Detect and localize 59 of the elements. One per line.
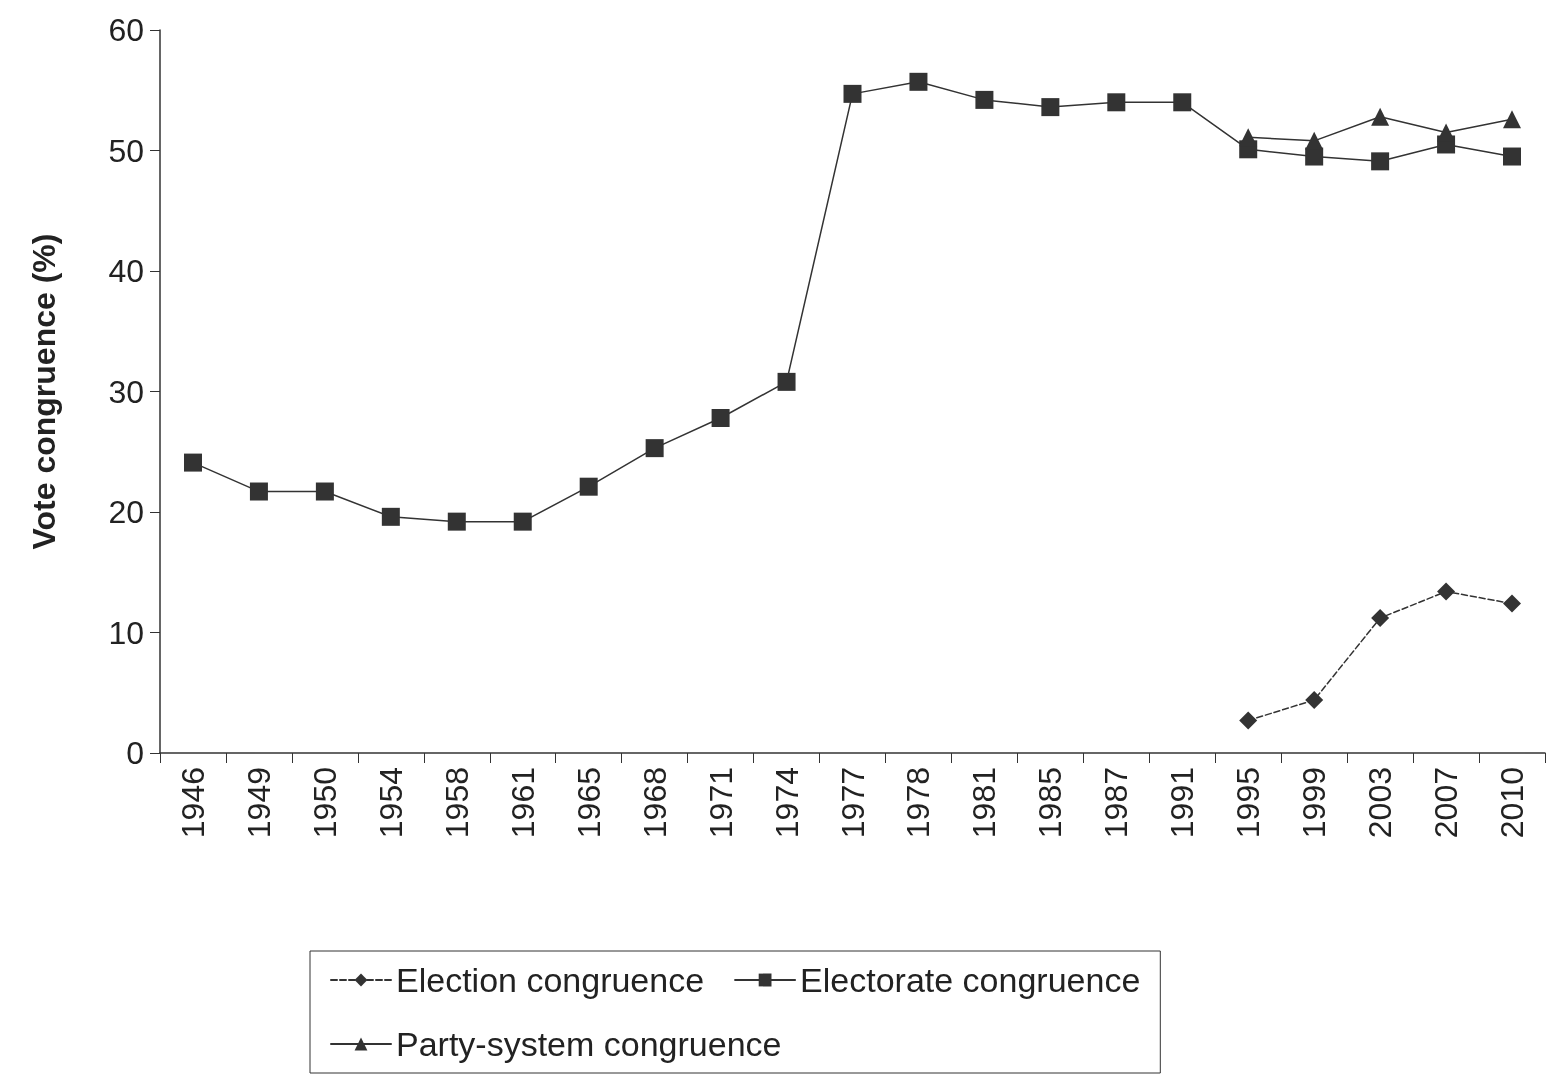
x-tick-label: 1968: [636, 767, 673, 839]
y-tick-label: 20: [108, 494, 144, 530]
point: [711, 409, 730, 428]
point: [579, 477, 598, 496]
point: [183, 453, 202, 472]
point: [1239, 128, 1258, 147]
x-tick-label: 1985: [1032, 767, 1069, 839]
x-tick-label: 2010: [1494, 767, 1531, 839]
point: [249, 482, 268, 501]
x-tick-label: 1961: [504, 767, 541, 839]
point: [1503, 147, 1522, 166]
point: [1371, 152, 1390, 171]
legend-label: Electorate congruence: [800, 961, 1141, 999]
point: [1173, 93, 1192, 112]
point: [1503, 594, 1522, 613]
point: [1371, 107, 1390, 126]
point: [843, 84, 862, 103]
point: [975, 90, 994, 109]
point: [909, 72, 928, 91]
point: [777, 372, 796, 391]
point: [1305, 690, 1324, 709]
x-tick-label: 1958: [438, 767, 475, 839]
point: [1305, 131, 1324, 150]
point: [447, 512, 466, 531]
legend-label: Party-system congruence: [396, 1025, 782, 1063]
y-tick-label: 30: [108, 373, 144, 410]
point: [315, 482, 334, 501]
x-tick-label: 1995: [1230, 767, 1267, 839]
y-tick-label: 40: [108, 253, 144, 289]
point: [381, 507, 400, 526]
x-tick-label: 1977: [834, 767, 871, 839]
point: [1437, 582, 1456, 601]
x-tick-label: 2003: [1362, 767, 1399, 839]
x-tick-label: 1946: [174, 767, 211, 839]
x-tick-label: 1950: [306, 767, 343, 839]
point: [1107, 93, 1126, 112]
x-tick-label: 1991: [1164, 767, 1201, 839]
y-tick-label: 0: [126, 735, 144, 771]
x-tick-label: 1999: [1296, 767, 1333, 839]
legend-label: Election congruence: [396, 961, 705, 999]
point: [513, 512, 532, 531]
point: [1371, 609, 1390, 628]
x-tick-label: 1981: [966, 767, 1003, 839]
x-tick-label: 1965: [570, 767, 607, 839]
y-tick-label: 60: [108, 12, 144, 48]
x-tick-label: 1949: [240, 767, 277, 839]
point: [1239, 711, 1258, 730]
y-axis-title: Vote congruence (%): [26, 233, 62, 550]
point: [1503, 110, 1522, 129]
x-tick-label: 1974: [768, 767, 805, 839]
point: [1041, 98, 1060, 117]
y-tick-label: 10: [108, 614, 144, 651]
x-tick-label: 1978: [900, 767, 937, 839]
x-tick-label: 1954: [372, 767, 409, 839]
point: [645, 439, 664, 458]
y-tick-label: 50: [108, 132, 144, 169]
x-tick-label: 1987: [1098, 767, 1135, 839]
x-tick-label: 2007: [1428, 767, 1465, 839]
x-tick-label: 1971: [702, 767, 739, 839]
